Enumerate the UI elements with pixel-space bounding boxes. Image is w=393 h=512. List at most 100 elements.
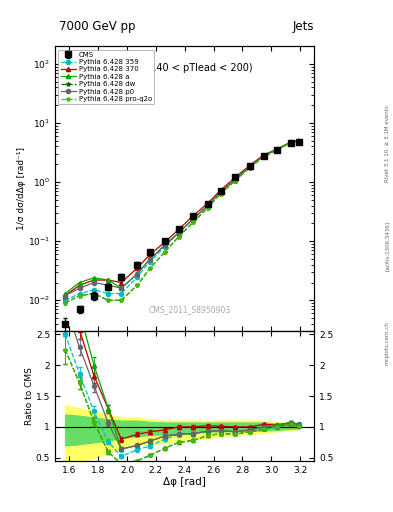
Pythia 6.428 a (219, 189, 223, 195)
Pythia 6.428 pro-q2o (289, 139, 294, 145)
Pythia 6.428 p0 (162, 242, 167, 248)
Pythia 6.428 a (262, 153, 266, 159)
Pythia 6.428 a (92, 275, 96, 281)
Pythia 6.428 a (106, 277, 111, 283)
Pythia 6.428 359 (135, 274, 140, 280)
Pythia 6.428 dw (191, 219, 196, 225)
Line: Pythia 6.428 359: Pythia 6.428 359 (63, 139, 301, 303)
Pythia 6.428 pro-q2o (92, 290, 96, 296)
Pythia 6.428 p0 (233, 177, 237, 183)
Pythia 6.428 a (296, 138, 301, 144)
Pythia 6.428 pro-q2o (233, 178, 237, 184)
Pythia 6.428 p0 (63, 292, 68, 298)
Line: Pythia 6.428 a: Pythia 6.428 a (63, 139, 301, 295)
Text: [arXiv:1306.3436]: [arXiv:1306.3436] (385, 221, 389, 271)
Legend: CMS, Pythia 6.428 359, Pythia 6.428 370, Pythia 6.428 a, Pythia 6.428 dw, Pythia: CMS, Pythia 6.428 359, Pythia 6.428 370,… (59, 50, 154, 104)
Text: CMS_2011_S8950903: CMS_2011_S8950903 (149, 305, 231, 314)
Pythia 6.428 359 (275, 146, 279, 152)
Pythia 6.428 359 (119, 290, 124, 296)
Pythia 6.428 dw (77, 292, 82, 298)
Pythia 6.428 dw (206, 204, 210, 210)
Pythia 6.428 370 (191, 212, 196, 219)
Pythia 6.428 359 (162, 244, 167, 250)
Line: Pythia 6.428 370: Pythia 6.428 370 (63, 139, 301, 297)
Pythia 6.428 dw (233, 178, 237, 184)
Pythia 6.428 a (176, 229, 181, 236)
Pythia 6.428 370 (206, 200, 210, 206)
Pythia 6.428 pro-q2o (63, 300, 68, 306)
Pythia 6.428 359 (206, 203, 210, 209)
X-axis label: Δφ [rad]: Δφ [rad] (163, 477, 206, 487)
Pythia 6.428 p0 (219, 189, 223, 195)
Pythia 6.428 dw (219, 190, 223, 197)
Pythia 6.428 370 (176, 226, 181, 232)
Pythia 6.428 dw (296, 138, 301, 144)
Pythia 6.428 pro-q2o (135, 282, 140, 288)
Pythia 6.428 370 (296, 138, 301, 144)
Pythia 6.428 359 (77, 290, 82, 296)
Pythia 6.428 359 (247, 164, 252, 170)
Text: Rivet 3.1.10, ≥ 3.1M events: Rivet 3.1.10, ≥ 3.1M events (385, 105, 389, 182)
Pythia 6.428 p0 (119, 285, 124, 291)
Pythia 6.428 dw (162, 249, 167, 255)
Pythia 6.428 370 (119, 280, 124, 286)
Pythia 6.428 a (275, 146, 279, 152)
Line: Pythia 6.428 pro-q2o: Pythia 6.428 pro-q2o (63, 139, 301, 305)
Pythia 6.428 a (63, 290, 68, 296)
Pythia 6.428 a (77, 280, 82, 286)
Pythia 6.428 dw (176, 233, 181, 240)
Pythia 6.428 pro-q2o (219, 190, 223, 197)
Pythia 6.428 370 (233, 174, 237, 180)
Pythia 6.428 359 (106, 290, 111, 296)
Pythia 6.428 dw (63, 300, 68, 306)
Text: 7000 GeV pp: 7000 GeV pp (59, 20, 136, 33)
Pythia 6.428 370 (289, 139, 294, 145)
Pythia 6.428 a (162, 242, 167, 248)
Pythia 6.428 370 (106, 277, 111, 283)
Pythia 6.428 dw (106, 297, 111, 304)
Pythia 6.428 p0 (289, 139, 294, 145)
Pythia 6.428 359 (191, 216, 196, 222)
Pythia 6.428 a (119, 285, 124, 291)
Pythia 6.428 359 (296, 138, 301, 144)
Pythia 6.428 pro-q2o (247, 165, 252, 171)
Pythia 6.428 dw (92, 290, 96, 296)
Pythia 6.428 pro-q2o (275, 147, 279, 153)
Pythia 6.428 p0 (77, 285, 82, 291)
Pythia 6.428 359 (148, 259, 152, 265)
Pythia 6.428 359 (63, 297, 68, 304)
Pythia 6.428 359 (92, 287, 96, 293)
Pythia 6.428 p0 (176, 229, 181, 236)
Pythia 6.428 359 (233, 177, 237, 183)
Pythia 6.428 pro-q2o (77, 292, 82, 298)
Pythia 6.428 pro-q2o (148, 265, 152, 271)
Pythia 6.428 pro-q2o (162, 249, 167, 255)
Pythia 6.428 a (233, 177, 237, 183)
Pythia 6.428 dw (119, 297, 124, 304)
Pythia 6.428 pro-q2o (176, 233, 181, 240)
Pythia 6.428 dw (135, 282, 140, 288)
Pythia 6.428 p0 (148, 256, 152, 262)
Pythia 6.428 370 (92, 277, 96, 283)
Pythia 6.428 370 (162, 240, 167, 246)
Text: Jets: Jets (293, 20, 314, 33)
Text: Δφ(jj) (140 < pTlead < 200): Δφ(jj) (140 < pTlead < 200) (117, 63, 253, 73)
Pythia 6.428 pro-q2o (262, 154, 266, 160)
Pythia 6.428 359 (289, 139, 294, 145)
Y-axis label: Ratio to CMS: Ratio to CMS (26, 367, 35, 425)
Y-axis label: 1/σ dσ/dΔφ [rad⁻¹]: 1/σ dσ/dΔφ [rad⁻¹] (17, 147, 26, 230)
Pythia 6.428 dw (148, 265, 152, 271)
Pythia 6.428 p0 (262, 153, 266, 159)
Pythia 6.428 pro-q2o (296, 138, 301, 144)
Pythia 6.428 pro-q2o (191, 219, 196, 225)
Pythia 6.428 a (247, 164, 252, 170)
Pythia 6.428 359 (219, 189, 223, 195)
Pythia 6.428 a (148, 256, 152, 262)
Pythia 6.428 p0 (92, 280, 96, 286)
Pythia 6.428 a (206, 203, 210, 209)
Pythia 6.428 a (135, 271, 140, 277)
Pythia 6.428 pro-q2o (106, 297, 111, 304)
Pythia 6.428 359 (176, 229, 181, 236)
Pythia 6.428 370 (275, 146, 279, 152)
Pythia 6.428 dw (262, 154, 266, 160)
